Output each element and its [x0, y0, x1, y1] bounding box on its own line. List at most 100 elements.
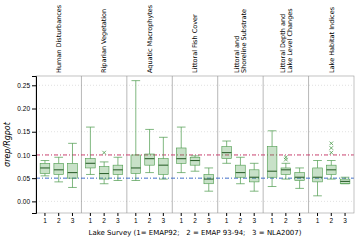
box: [159, 137, 169, 179]
y-axis: 0.000.050.100.150.200.25: [17, 77, 36, 214]
x-tick-mark: [331, 213, 332, 216]
lower-cap: [54, 181, 63, 182]
box: [145, 129, 155, 172]
x-axis-group: 123: [179, 213, 211, 224]
x-axis-group: 123: [43, 213, 75, 224]
x-axis-group: 1 2 3: [89, 213, 121, 224]
box-body: [145, 154, 155, 165]
lower-cap: [86, 174, 95, 175]
lower-cap: [222, 163, 231, 164]
lower-whisker: [208, 184, 209, 191]
box: [99, 151, 109, 184]
box-body: [281, 168, 291, 175]
upper-whisker: [317, 161, 318, 168]
x-tick-label: 1: [89, 217, 93, 224]
median: [86, 163, 96, 164]
lower-cap: [100, 183, 109, 184]
upper-cap: [86, 127, 95, 128]
median: [295, 177, 305, 178]
box: [68, 143, 78, 187]
x-tick: 1: [179, 213, 183, 224]
x-tick-mark: [72, 213, 73, 216]
x-tick: 2: [329, 213, 333, 224]
upper-whisker: [90, 127, 91, 159]
x-tick: 2: [193, 213, 197, 224]
median: [145, 158, 155, 159]
x-tick-mark: [135, 213, 136, 216]
box: [326, 142, 336, 180]
box-body: [40, 163, 50, 173]
x-tick: 2: [239, 213, 243, 224]
box: [281, 155, 291, 179]
y-tick-mark: [32, 201, 36, 202]
x-tick-label: 3: [116, 217, 120, 224]
x-tick: 1: [316, 213, 320, 224]
category-label: Human Disturbances: [55, 4, 63, 73]
x-tick-mark: [181, 213, 182, 216]
upper-cap: [100, 161, 109, 162]
x-tick-label: 2: [102, 217, 106, 224]
y-axis-line: [32, 77, 37, 214]
upper-whisker: [226, 141, 227, 147]
box-body: [86, 159, 96, 168]
x-tick: 2: [57, 213, 61, 224]
lower-cap: [236, 183, 245, 184]
marks: [36, 81, 354, 196]
y-tick-label: 0.20: [17, 105, 30, 112]
box: [113, 157, 123, 180]
lower-whisker: [331, 174, 332, 179]
x-tick: 1: [89, 213, 93, 224]
box-body: [54, 163, 64, 174]
box: [204, 168, 214, 191]
lower-cap: [177, 172, 186, 173]
upper-cap: [327, 160, 336, 161]
x-tick-label: 1: [270, 217, 274, 224]
reference-line: [36, 178, 354, 179]
y-tick-label: 0.10: [17, 152, 30, 159]
y-tick-mark: [32, 109, 36, 110]
box: [222, 141, 232, 163]
x-tick: 3: [116, 213, 120, 224]
grid-line: [36, 108, 354, 109]
upper-whisker: [181, 127, 182, 148]
grid: [36, 85, 354, 201]
flier: [102, 151, 106, 155]
upper-cap: [341, 177, 350, 178]
flier: [329, 151, 333, 155]
lower-whisker: [90, 168, 91, 175]
x-tick-mark: [226, 213, 227, 216]
median: [190, 160, 200, 161]
section-divider: [172, 76, 173, 213]
x-tick-mark: [272, 213, 273, 216]
x-tick-mark: [44, 213, 45, 216]
x-tick: 2: [284, 213, 288, 224]
x-tick-label: 2: [57, 217, 61, 224]
category-label: Littoral Fish Cover: [191, 14, 199, 73]
lower-whisker: [226, 159, 227, 164]
x-tick-label: 3: [162, 217, 166, 224]
x-tick: 1: [43, 213, 47, 224]
lower-cap: [68, 187, 77, 188]
median: [326, 169, 336, 170]
upper-cap: [191, 155, 200, 156]
y-tick: 0.20: [17, 105, 36, 112]
box-body: [267, 147, 277, 178]
box: [295, 168, 305, 188]
x-tick-mark: [90, 213, 91, 216]
x-tick-label: 1: [316, 217, 320, 224]
x-tick-label: 1: [179, 217, 183, 224]
box: [54, 157, 64, 182]
x-tick-label: 1: [225, 217, 229, 224]
lower-cap: [145, 172, 154, 173]
y-tick-label: 0.15: [17, 128, 30, 135]
x-tick-label: 3: [298, 217, 302, 224]
y-tick: 0.15: [17, 128, 36, 135]
box-body: [236, 165, 246, 177]
lower-cap: [159, 179, 168, 180]
box: [236, 157, 246, 183]
upper-cap: [204, 167, 213, 168]
x-tick-label: 2: [193, 217, 197, 224]
x-tick: 1: [270, 213, 274, 224]
x-tick-label: 1: [134, 217, 138, 224]
box: [176, 127, 186, 173]
